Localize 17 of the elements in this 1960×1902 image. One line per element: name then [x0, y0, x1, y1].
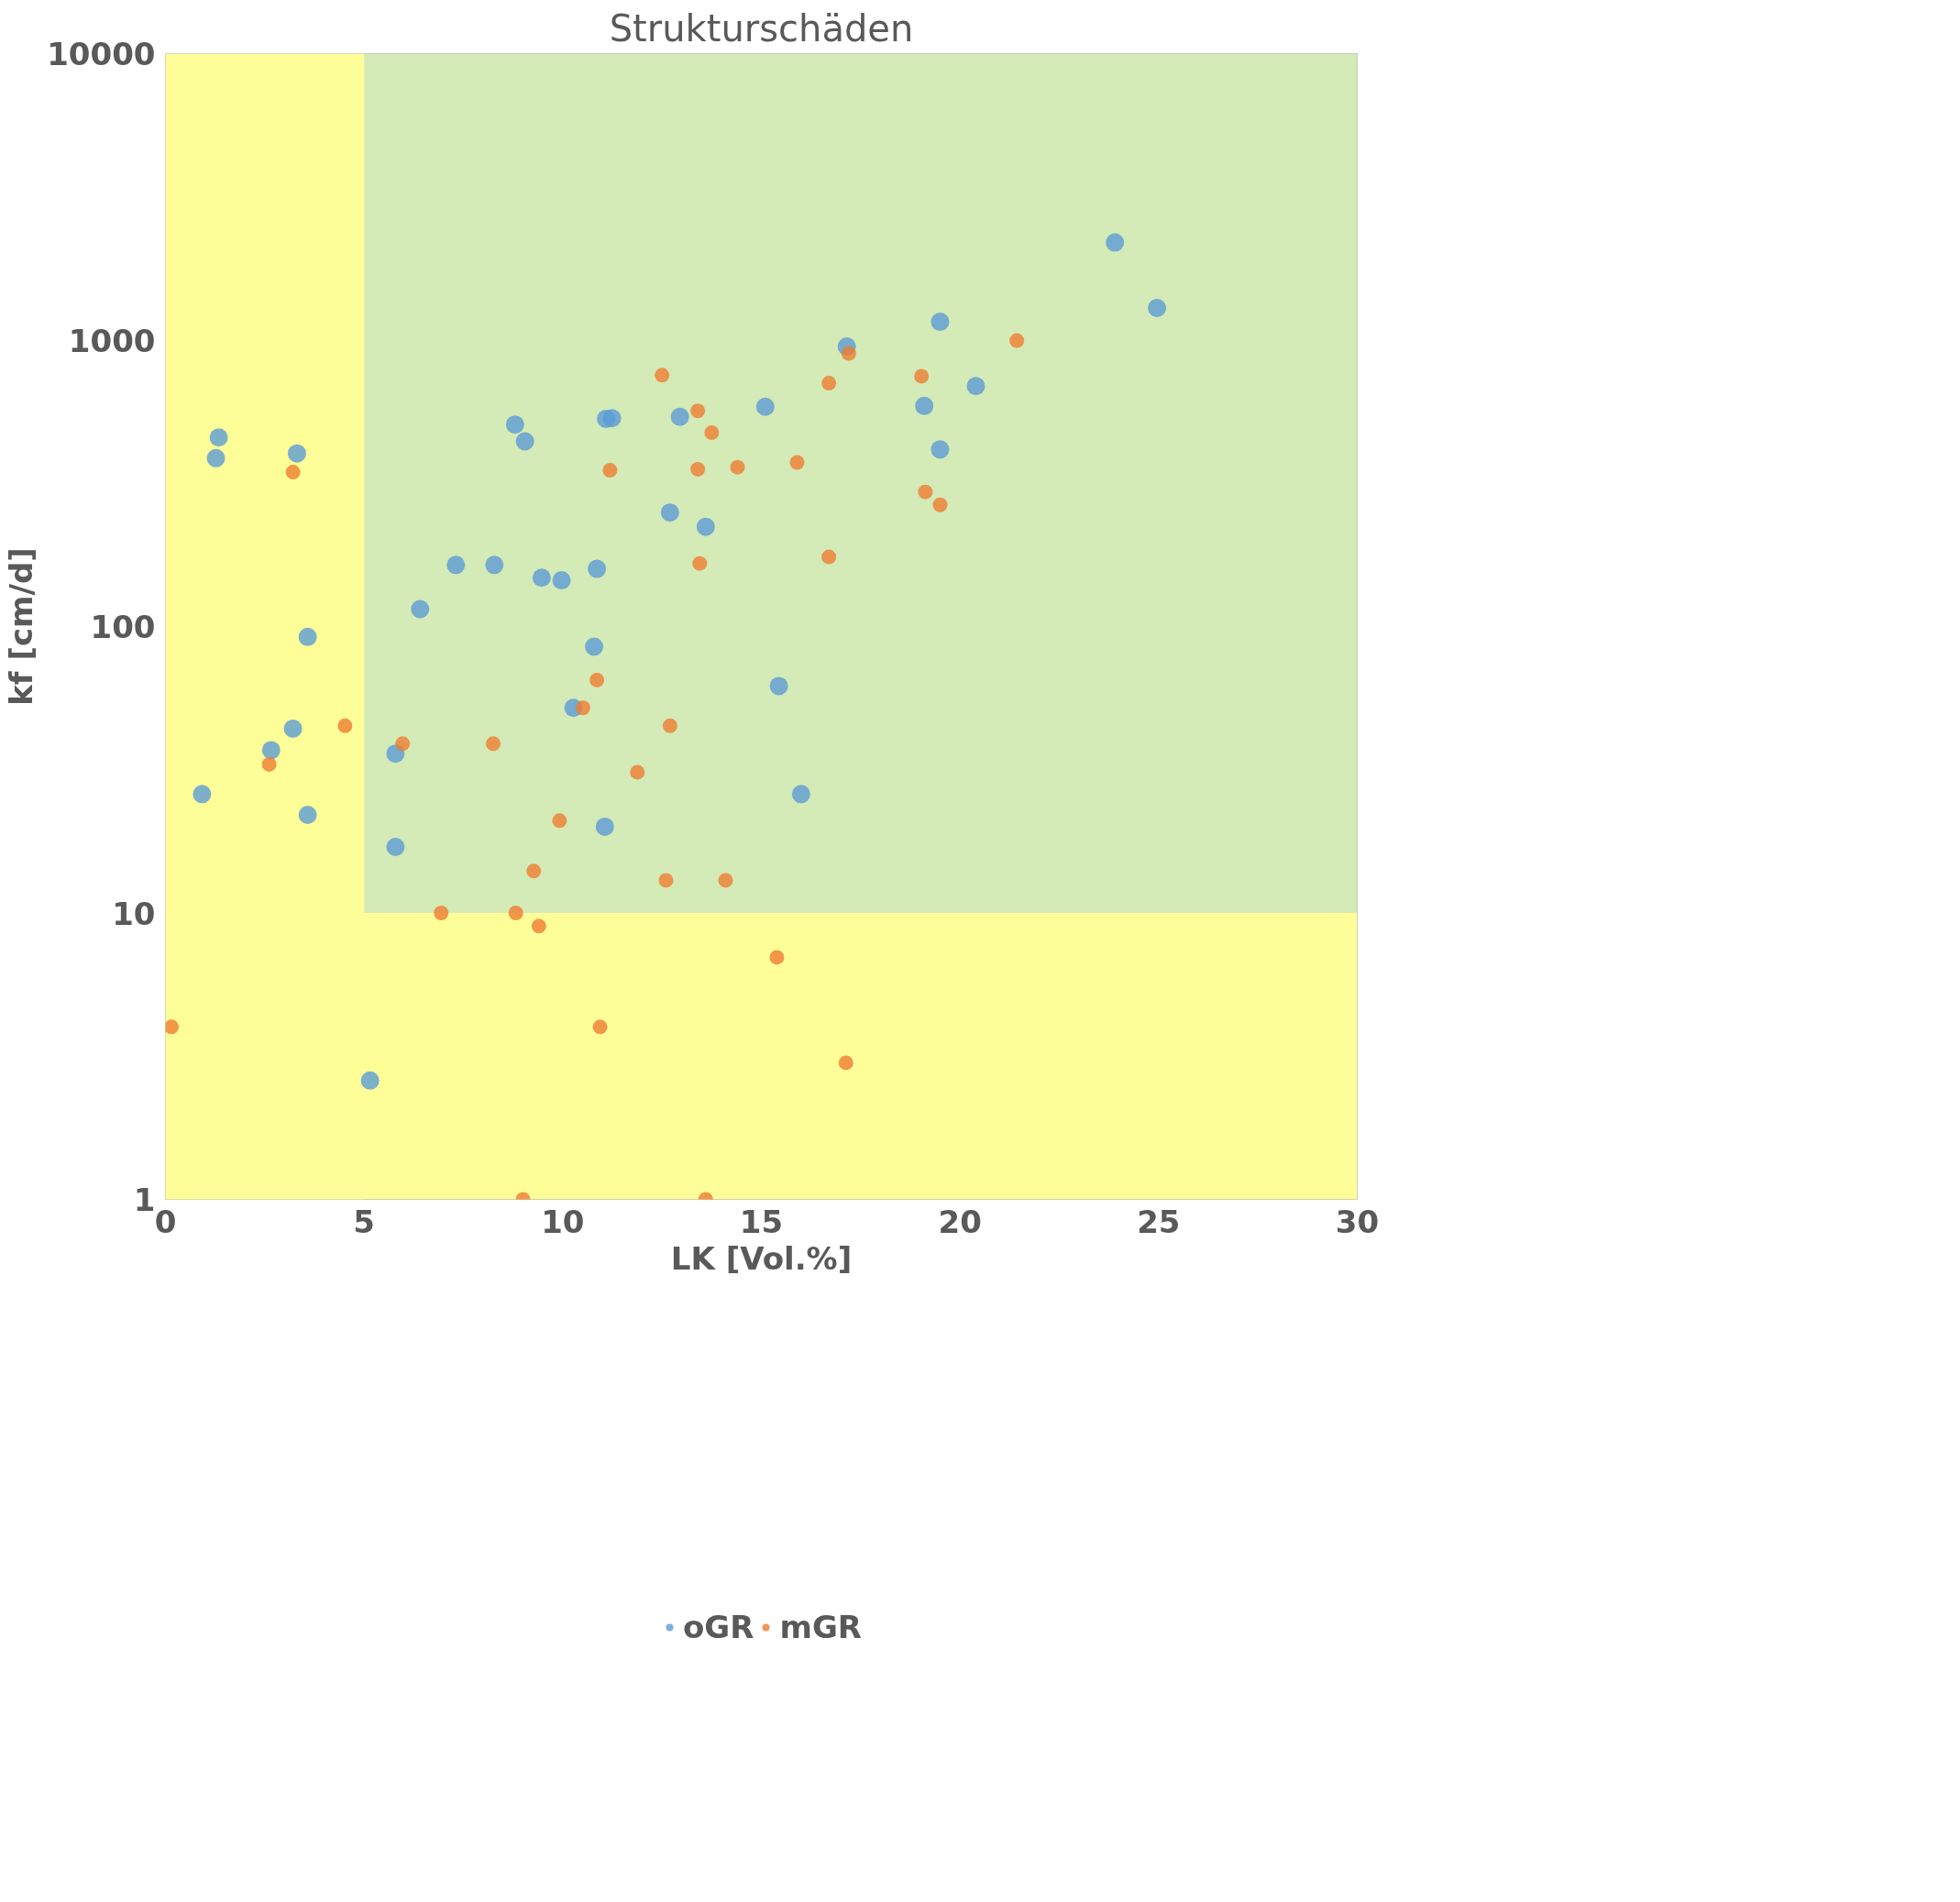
- x-tick-label: 10: [541, 1203, 585, 1240]
- x-tick-label: 5: [353, 1203, 376, 1240]
- x-tick-label: 20: [938, 1203, 982, 1240]
- x-axis-title: LK [Vol.%]: [670, 1239, 853, 1277]
- y-tick-label: 10000: [47, 36, 156, 72]
- legend-label: oGR: [683, 1609, 754, 1645]
- x-tick-label: 0: [154, 1203, 177, 1240]
- y-tick-label: 100: [90, 609, 156, 645]
- x-tick-label: 30: [1335, 1203, 1380, 1240]
- y-tick-label: 1000: [68, 322, 156, 359]
- y-tick-label: 1: [133, 1182, 156, 1218]
- y-axis-title: kf [cm/d]: [3, 547, 40, 706]
- x-tick-label: 15: [739, 1203, 784, 1240]
- legend-label: mGR: [779, 1609, 862, 1645]
- x-tick-label: 25: [1137, 1203, 1181, 1240]
- y-tick-label: 10: [112, 895, 156, 932]
- chart-title: Strukturschäden: [609, 6, 914, 49]
